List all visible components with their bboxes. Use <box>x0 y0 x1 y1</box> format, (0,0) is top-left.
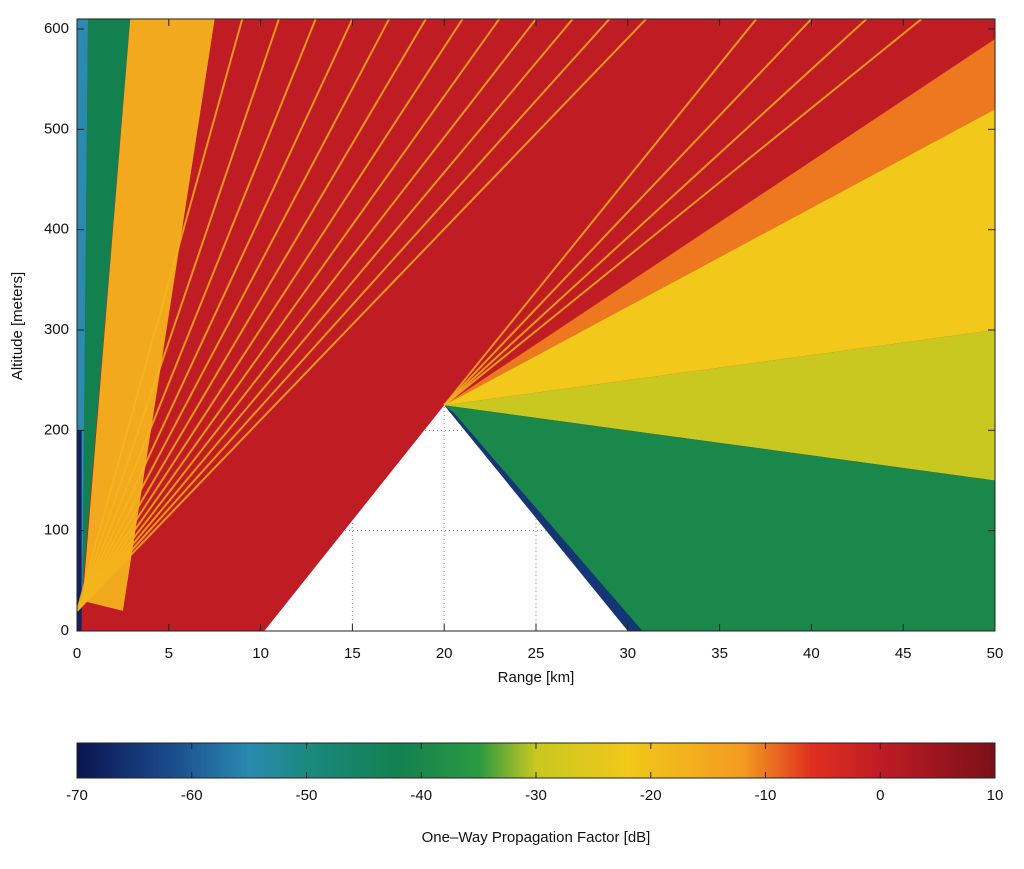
interference-fringe <box>443 18 923 407</box>
interference-fringe <box>77 18 317 612</box>
y-axis-label: Altitude [meters] <box>9 272 26 380</box>
y-tick-label: 300 <box>44 321 69 338</box>
interference-fringe <box>443 18 758 406</box>
field-region <box>444 109 995 406</box>
colorbar-tick-label: -50 <box>296 787 318 804</box>
x-tick-label: 40 <box>803 645 820 662</box>
colorbar-tick-label: -20 <box>640 787 662 804</box>
y-tick-label: 400 <box>44 221 69 238</box>
colorbar-tick-label: -60 <box>181 787 203 804</box>
colorbar-tick-label: -70 <box>66 787 88 804</box>
y-tick-label: 200 <box>44 421 69 438</box>
x-tick-label: 50 <box>987 645 1004 662</box>
interference-fringe <box>77 18 427 612</box>
colorbar-tick-label: -30 <box>525 787 547 804</box>
y-tick-label: 100 <box>44 522 69 539</box>
interference-fringe <box>77 18 244 612</box>
interference-fringe <box>77 18 354 612</box>
field-region <box>444 405 643 631</box>
interference-fringe <box>77 18 501 612</box>
interference-fringe <box>443 18 813 406</box>
interference-fringe <box>77 18 280 612</box>
field-region <box>444 39 995 406</box>
field-region <box>82 18 215 611</box>
x-tick-label: 0 <box>73 645 81 662</box>
interference-fringe <box>77 18 611 612</box>
colorbar-tick-label: -40 <box>410 787 432 804</box>
x-tick-label: 35 <box>711 645 728 662</box>
interference-fringe <box>77 18 537 612</box>
interference-fringe <box>77 18 574 612</box>
plot-area <box>77 18 995 631</box>
colorbar-tick-label: 10 <box>987 787 1004 804</box>
y-tick-label: 600 <box>44 20 69 37</box>
y-tick-label: 0 <box>61 622 69 639</box>
colorbar-label: One–Way Propagation Factor [dB] <box>422 829 651 846</box>
terrain <box>264 405 628 631</box>
x-tick-label: 25 <box>528 645 545 662</box>
field-region <box>444 330 995 481</box>
colorbar-tick-label: 0 <box>876 787 884 804</box>
colorbar-tick-label: -10 <box>755 787 777 804</box>
interference-fringe <box>443 18 868 406</box>
interference-fringe <box>77 18 391 612</box>
x-tick-label: 10 <box>252 645 269 662</box>
field-region <box>82 18 131 591</box>
x-tick-label: 5 <box>165 645 173 662</box>
x-tick-label: 15 <box>344 645 361 662</box>
interference-fringe <box>77 18 464 612</box>
x-tick-label: 30 <box>619 645 636 662</box>
x-axis-label: Range [km] <box>498 669 575 686</box>
interference-fringe <box>77 18 647 612</box>
x-tick-label: 45 <box>895 645 912 662</box>
y-tick-label: 500 <box>44 120 69 137</box>
x-tick-label: 20 <box>436 645 453 662</box>
